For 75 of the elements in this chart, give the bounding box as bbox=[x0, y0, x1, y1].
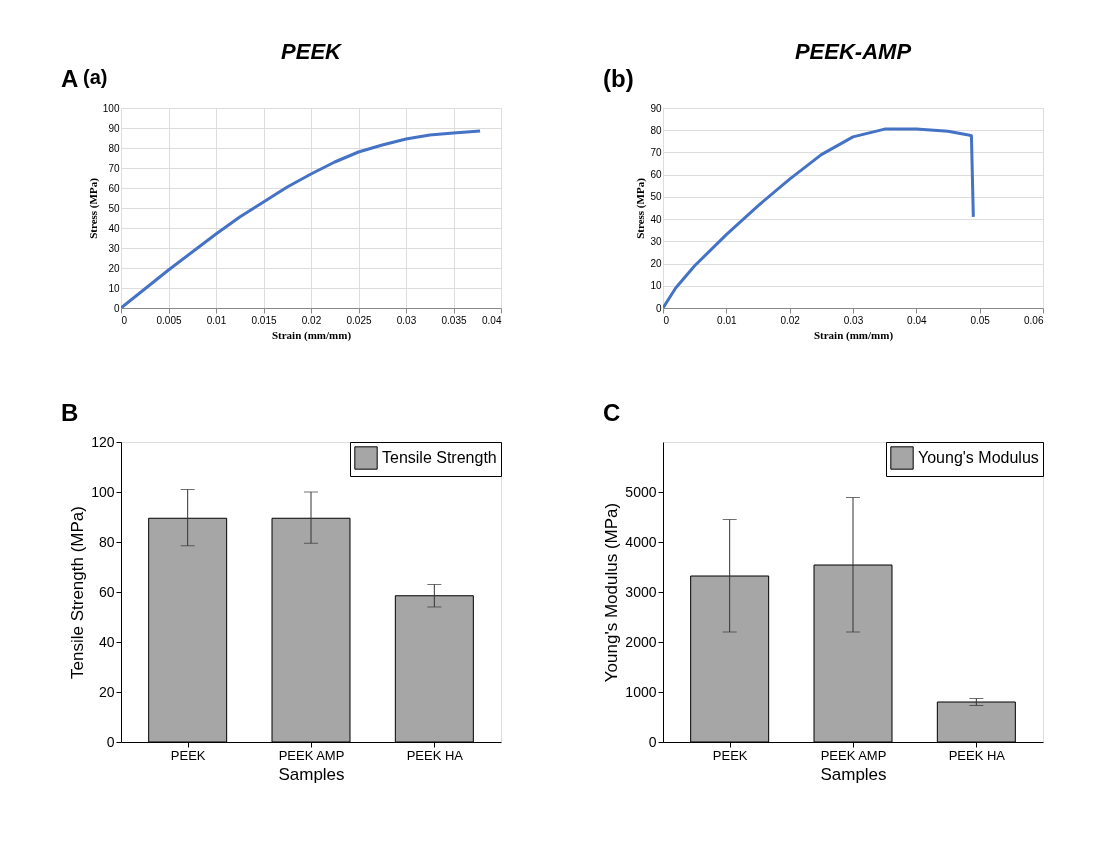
chart-title: PEEK bbox=[281, 39, 344, 64]
x-axis-title: Strain (mm/mm) bbox=[813, 328, 894, 342]
x-tick-label: 0.035 bbox=[441, 314, 467, 326]
y-tick-label: 20 bbox=[108, 262, 120, 274]
x-tick-label: 0.03 bbox=[843, 314, 864, 326]
y-tick-label: 50 bbox=[650, 191, 662, 203]
y-tick-label: 20 bbox=[650, 258, 662, 270]
x-axis-title: Samples bbox=[278, 764, 345, 784]
y-tick-label: 0 bbox=[113, 302, 120, 314]
y-tick-label: 5000 bbox=[625, 483, 657, 500]
x-tick-label: PEEK AMP bbox=[278, 747, 345, 763]
y-tick-label: 40 bbox=[108, 222, 120, 234]
x-tick-label: 0.02 bbox=[301, 314, 322, 326]
x-tick-label: 0.025 bbox=[346, 314, 372, 326]
y-axis-title: Stress (MPa) bbox=[634, 177, 648, 239]
x-tick-label: 0.005 bbox=[156, 314, 182, 326]
x-tick-label: 0.05 bbox=[970, 314, 991, 326]
y-tick-label: 90 bbox=[650, 102, 662, 114]
y-tick-label: 120 bbox=[91, 433, 115, 450]
x-tick-label: 0.03 bbox=[396, 314, 417, 326]
x-tick-label: 0.06 bbox=[1024, 314, 1044, 326]
x-tick-label: 0.02 bbox=[780, 314, 801, 326]
legend-label: Tensile Strength bbox=[382, 449, 497, 466]
y-tick-label: 2000 bbox=[625, 633, 657, 650]
text: A bbox=[61, 65, 79, 92]
y-tick-label: 60 bbox=[650, 169, 662, 181]
y-tick-label: 4000 bbox=[625, 533, 657, 550]
y-tick-label: 80 bbox=[650, 124, 662, 136]
y-tick-label: 0 bbox=[655, 302, 662, 314]
y-tick-label: 60 bbox=[98, 583, 115, 600]
text: B bbox=[61, 399, 79, 426]
y-axis-title: Stress (MPa) bbox=[86, 177, 100, 239]
y-axis-title: Tensile Strength (MPa) bbox=[68, 506, 88, 679]
y-tick-label: 20 bbox=[98, 683, 115, 700]
chart-title: PEEK-AMP bbox=[794, 39, 912, 64]
y-tick-label: 40 bbox=[650, 213, 662, 225]
x-tick-label: 0 bbox=[663, 314, 670, 326]
text: (b) bbox=[603, 65, 634, 92]
legend-label: Young's Modulus bbox=[918, 449, 1039, 466]
y-tick-label: 100 bbox=[91, 483, 115, 500]
y-tick-label: 70 bbox=[108, 162, 120, 174]
x-tick-label: PEEK bbox=[170, 747, 206, 763]
x-tick-label: 0 bbox=[121, 314, 128, 326]
x-tick-label: PEEK HA bbox=[406, 747, 464, 763]
y-tick-label: 10 bbox=[650, 280, 662, 292]
line-series bbox=[663, 127, 975, 308]
text: C bbox=[603, 399, 621, 426]
y-tick-label: 3000 bbox=[625, 583, 657, 600]
x-tick-label: 0.04 bbox=[482, 314, 502, 326]
text: (a) bbox=[83, 66, 108, 88]
y-tick-label: 90 bbox=[108, 122, 120, 134]
y-tick-label: 10 bbox=[108, 282, 120, 294]
y-tick-label: 0 bbox=[106, 733, 115, 750]
y-tick-label: 100 bbox=[102, 102, 120, 114]
x-tick-label: PEEK HA bbox=[948, 747, 1006, 763]
y-tick-label: 30 bbox=[108, 242, 120, 254]
y-tick-label: 1000 bbox=[625, 683, 657, 700]
line-series bbox=[121, 129, 482, 308]
x-tick-label: PEEK bbox=[712, 747, 748, 763]
x-tick-label: 0.015 bbox=[251, 314, 277, 326]
y-tick-label: 30 bbox=[650, 235, 662, 247]
y-tick-label: 40 bbox=[98, 633, 115, 650]
x-tick-label: 0.01 bbox=[206, 314, 227, 326]
x-axis-title: Samples bbox=[820, 764, 887, 784]
y-tick-label: 0 bbox=[648, 733, 657, 750]
y-tick-label: 50 bbox=[108, 202, 120, 214]
x-tick-label: 0.01 bbox=[717, 314, 737, 326]
y-axis-title: Young's Modulus (MPa) bbox=[602, 502, 622, 683]
x-axis-title: Strain (mm/mm) bbox=[271, 328, 352, 342]
y-tick-label: 60 bbox=[108, 182, 120, 194]
x-tick-label: 0.04 bbox=[907, 314, 927, 326]
y-tick-label: 80 bbox=[108, 142, 120, 154]
y-tick-label: 80 bbox=[98, 533, 115, 550]
x-tick-label: PEEK AMP bbox=[820, 747, 887, 763]
y-tick-label: 70 bbox=[650, 146, 662, 158]
